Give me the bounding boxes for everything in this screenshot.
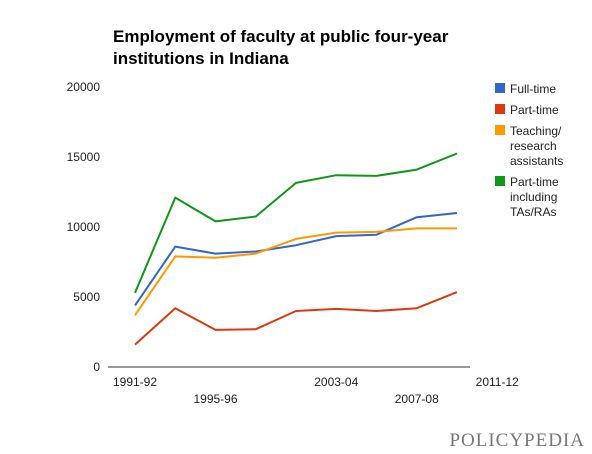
x-tick-label: 2011-12 (476, 375, 519, 389)
legend-item[interactable]: Full-time (495, 82, 556, 96)
legend-swatch (495, 176, 505, 186)
series-line-full-time (134, 212, 458, 306)
y-axis: 0 5000 10000 15000 20000 (67, 80, 101, 374)
legend-swatch (495, 83, 505, 93)
legend-label: Part-time (510, 103, 559, 117)
x-tick-label: 1995-96 (193, 392, 237, 406)
series-line-part-time-including-tas-ras (134, 152, 458, 294)
x-tick-label: 1991-92 (113, 375, 157, 389)
x-tick-label: 2007-08 (395, 392, 439, 406)
legend[interactable]: Full-time Part-time Teaching/researchassis… (495, 82, 563, 219)
legend-label: assistants (510, 154, 563, 168)
series-line-part-time (134, 291, 458, 346)
x-axis: 1991-92 2003-04 2011-12 1995-96 2007-08 (108, 366, 519, 406)
y-tick-label: 5000 (73, 290, 100, 304)
y-tick-label: 10000 (67, 220, 101, 234)
legend-label: Teaching/ (510, 124, 562, 138)
legend-label: including (510, 190, 557, 204)
x-tick-label: 2003-04 (314, 375, 358, 389)
legend-label: research (510, 139, 557, 153)
series-lines (134, 152, 458, 346)
legend-swatch (495, 125, 505, 135)
policypedia-logo: POLICYPEDIA (449, 430, 585, 451)
legend-label: TAs/RAs (510, 205, 556, 219)
y-tick-label: 20000 (67, 80, 101, 94)
legend-item[interactable]: Part-time (495, 103, 559, 117)
y-tick-label: 0 (93, 360, 100, 374)
chart-title-line: institutions in Indiana (113, 49, 289, 68)
series-line-teaching-research-assistants (134, 227, 457, 316)
legend-label: Full-time (510, 82, 556, 96)
chart-title-line: Employment of faculty at public four-yea… (113, 27, 449, 46)
chart-title: Employment of faculty at public four-yea… (113, 27, 449, 68)
y-tick-label: 15000 (67, 150, 101, 164)
legend-label: Part-time (510, 175, 559, 189)
legend-swatch (495, 104, 505, 114)
